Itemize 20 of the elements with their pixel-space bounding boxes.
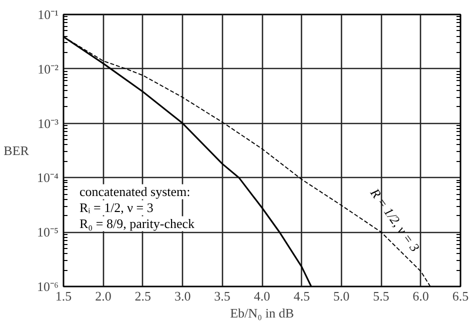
x-tick-label: 6.0 [412, 288, 429, 304]
y-axis-title: BER [4, 143, 30, 158]
x-tick-label: 2.0 [95, 288, 112, 304]
text: R = 1/2, ν = 3 [366, 184, 423, 255]
y-tick-label: 10⁻¹ [38, 7, 59, 22]
x-tick-label: 3.0 [174, 288, 191, 304]
x-tick-label: 5.5 [372, 288, 390, 304]
x-axis-title: Eb/N₀ in dB [230, 306, 294, 320]
x-tick-label: 3.5 [214, 288, 230, 304]
y-tick-label: 10⁻³ [38, 116, 59, 131]
x-tick-label: 1.5 [55, 288, 72, 304]
annotation: concatenated system: Rᵢ = 1/2, ν = 3 R₀ = 8/9, parity-check [79, 184, 196, 232]
x-tick-label: 4.5 [294, 288, 310, 304]
x-tick-label: 2.5 [134, 288, 152, 304]
y-tick-label: 10⁻² [38, 61, 59, 76]
x-tick-label: 4.0 [254, 288, 270, 304]
x-tick-label: 5.0 [333, 288, 350, 304]
x-tick-label: 6.5 [452, 288, 469, 304]
y-tick-label: 10⁻⁴ [36, 170, 59, 186]
y-tick-label: 10⁻⁵ [36, 224, 59, 240]
